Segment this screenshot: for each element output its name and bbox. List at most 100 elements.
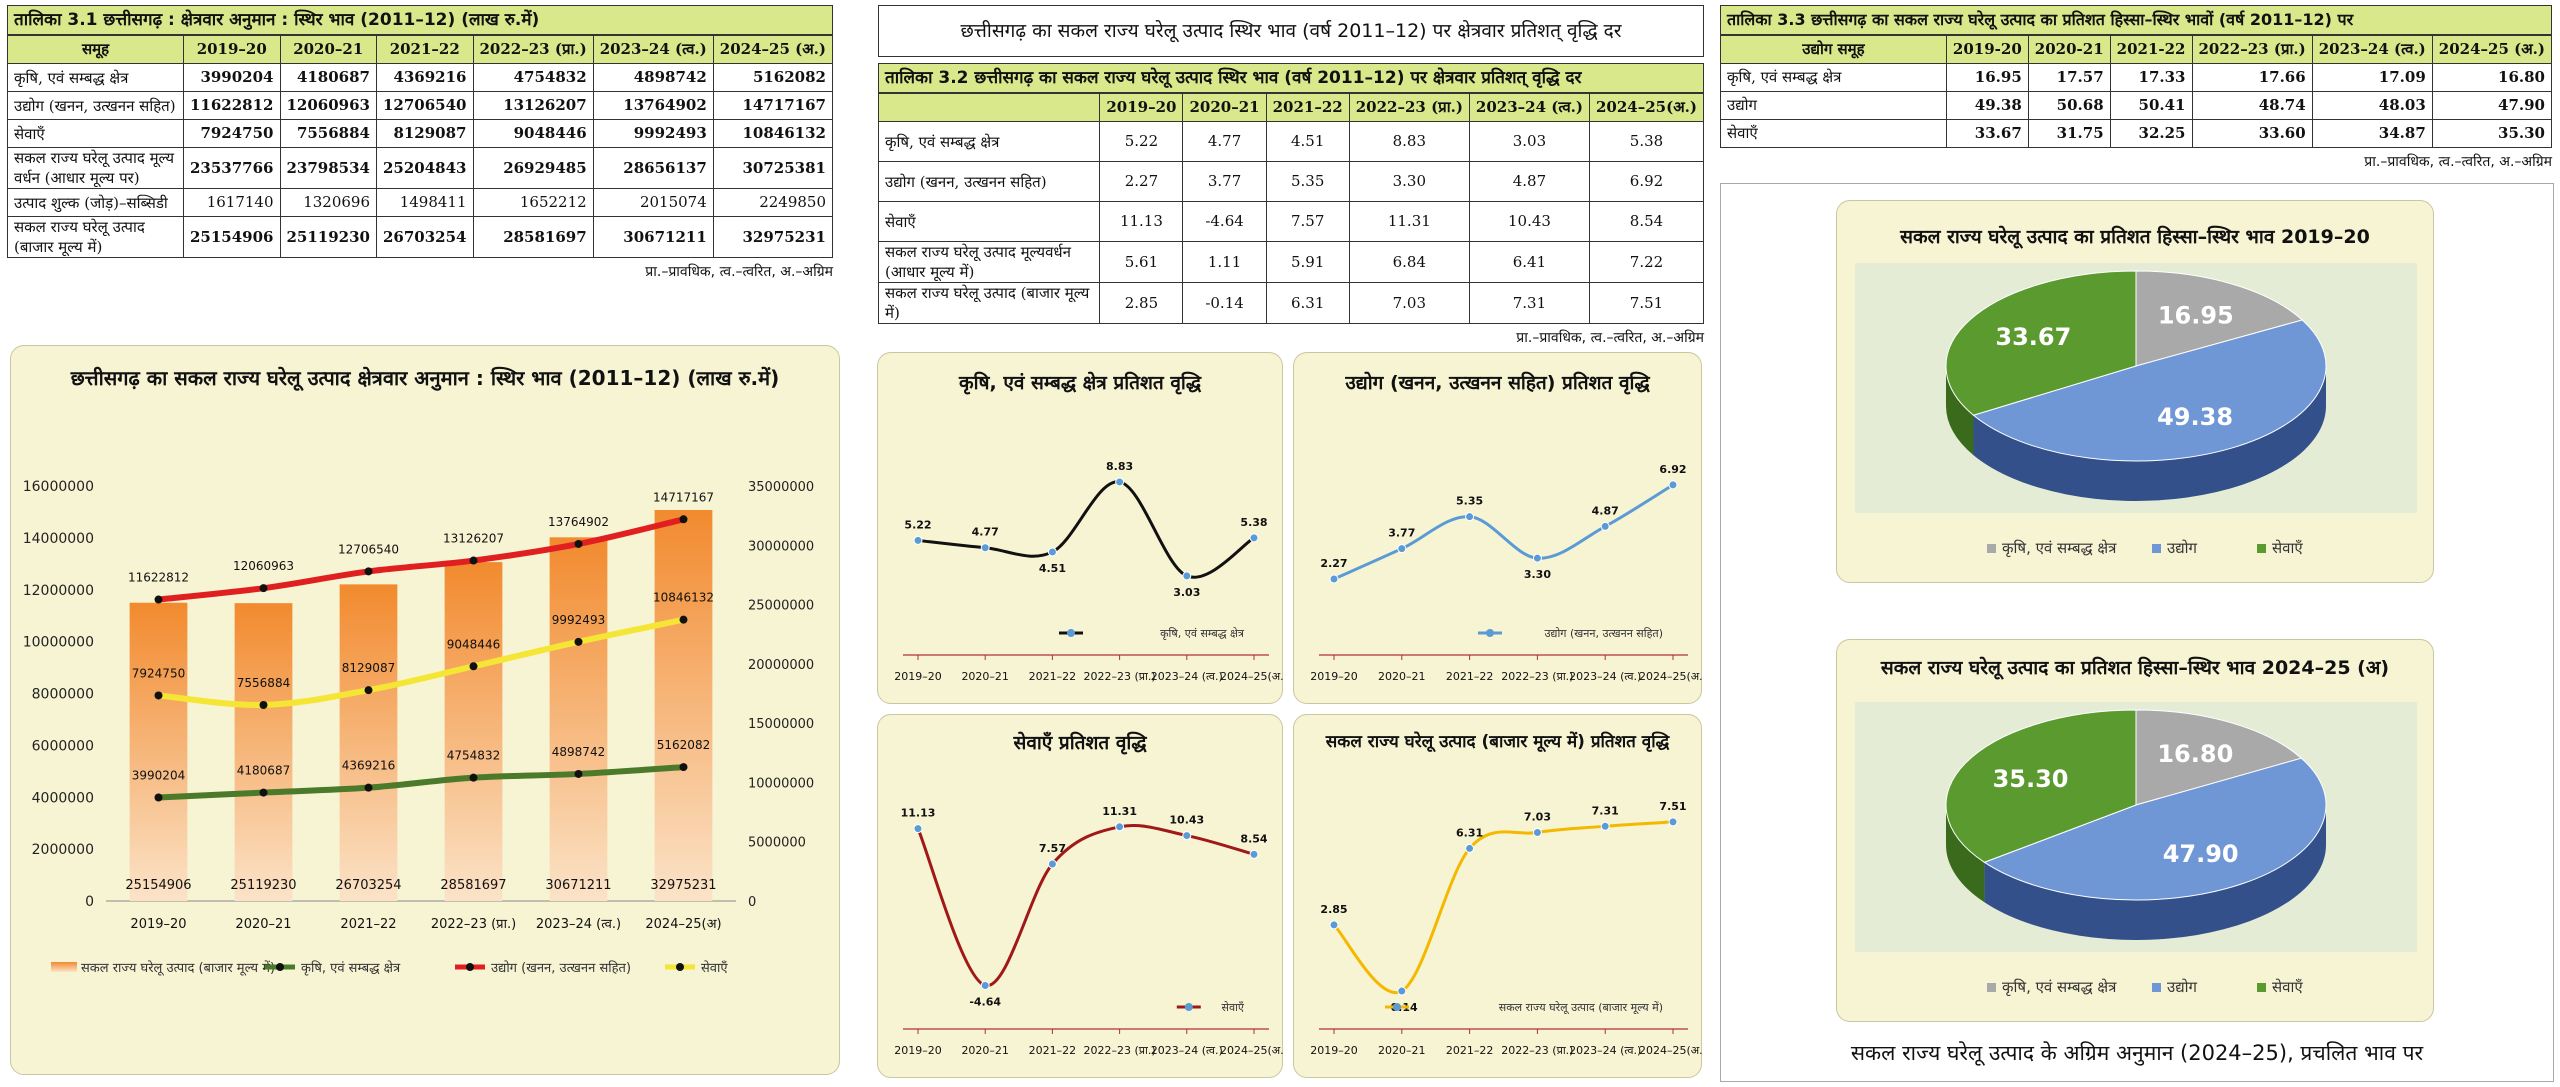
table-cell: 33.60 [2191,119,2313,148]
point-label: 5162082 [657,738,710,752]
table-3-1-title: तालिका 3.1 छत्तीसगढ़ : क्षेत्रवार अनुमान… [7,5,833,35]
bar [654,510,713,901]
bar [444,562,503,901]
combo-chart-panel: छत्तीसगढ़ का सकल राज्य घरेलू उत्पाद क्षे… [10,345,840,1075]
legend-marker [676,963,684,971]
table-cell: 6.84 [1348,241,1470,283]
table-cell: 5.38 [1589,121,1704,162]
series-point [1465,512,1475,522]
table-cell: 2015074 [592,188,714,217]
table-cell: 4.87 [1468,161,1591,202]
table-3-1-note: प्रा.–प्रावधिक, त्व.–त्वरित, अ.–अग्रिम [645,264,833,280]
table-cell: 11.13 [1099,201,1184,242]
x-tick-label: 2021–22 [1446,670,1494,683]
series-point [364,567,373,576]
table-cell: 6.92 [1589,161,1704,202]
table-3-2-block: छत्तीसगढ़ का सकल राज्य घरेलू उत्पाद स्थि… [877,5,1704,347]
x-tick-label: 2022–23 (प्रा.) [1501,670,1573,683]
series-point [1182,831,1192,841]
pie-slice-side [1984,805,2326,940]
point-label: 10846132 [653,591,714,605]
row-label: सेवाएँ [7,119,184,148]
table-cell: 28656137 [592,147,714,189]
table-cell: 11622812 [183,91,281,120]
right-axis-tick: 30000000 [748,539,814,554]
point-label: 5.22 [904,518,931,531]
table-cell: 32975231 [712,216,834,258]
left-axis-tick: 4000000 [32,790,94,806]
services-growth-title: सेवाएँ प्रतिशत वृद्धि [1013,732,1147,754]
series-point [1249,533,1259,543]
row-label: सकल राज्य घरेलू उत्पाद मूल्यवर्धन (आधार … [877,241,1101,283]
table-cell: 13126207 [472,91,594,120]
table-cell: 4.51 [1265,121,1350,162]
header-cell: समूह [7,35,184,64]
table-cell: 26929485 [472,147,594,189]
header-cell: 2021–22 [376,35,474,64]
x-tick-label: 2023–24 (त्व.) [1151,1044,1223,1057]
legend-swatch [2152,983,2161,992]
pie-section: सकल राज्य घरेलू उत्पाद का प्रतिशत हिस्सा… [1720,183,2554,1082]
x-tick-label: 2023–24 (त्व.) [1151,670,1223,683]
table-cell: 8.54 [1589,201,1704,242]
series-line [158,764,684,801]
row-label: उद्योग (खनन, उत्खनन सहित) [7,91,184,120]
series-point [1465,843,1475,853]
table-cell: 5162082 [712,63,834,92]
point-label: 12060963 [233,559,294,573]
x-tick-label: 2024–25(अ.) [1639,670,1703,683]
bar [129,602,188,901]
legend-label: उद्योग (खनन, उत्खनन सहित) [491,960,631,976]
table-cell: 5.61 [1099,241,1184,283]
table-cell: 8129087 [376,119,474,148]
series-point [1600,821,1610,831]
table-3-1: समूह 2019–20 2020–21 2021–22 2022–23 (प्रा.)… [7,35,834,258]
table-cell: 48.74 [2191,91,2313,120]
legend-marker [1393,1003,1401,1011]
point-label: 4.51 [1039,562,1066,575]
row-label: उद्योग [1720,91,1947,120]
legend-label: सकल राज्य घरेलू उत्पाद (बाजार मूल्य में) [1499,1001,1663,1015]
table-cell: 2249850 [712,188,834,217]
pie-2019-title: सकल राज्य घरेलू उत्पाद का प्रतिशत हिस्सा… [1900,226,2370,248]
x-tick-label: 2021–22 [340,917,396,932]
point-label: 4369216 [342,759,395,773]
series-point [469,662,478,671]
series-point [364,783,373,792]
table-cell: 17.09 [2311,63,2433,92]
right-axis-tick: 5000000 [748,836,806,851]
series-point [1668,817,1678,827]
point-label: 11.13 [901,807,936,820]
pie-slice [2135,270,2304,367]
legend-label: सेवाएँ [701,960,728,976]
x-tick-label: 2019–20 [1310,1044,1358,1057]
series-point [1182,571,1192,581]
series-line [917,480,1255,579]
bar-label: 30671211 [545,878,611,893]
table-cell: 50.41 [2109,91,2193,120]
series-point [1115,822,1125,832]
table-cell: 10846132 [712,119,834,148]
table-row: सकल राज्य घरेलू उत्पाद मूल्य वर्धन (आधार… [7,147,834,189]
pie-slice-side [1946,805,1985,903]
x-tick-label: 2022–23 (प्रा.) [1084,670,1156,683]
table-cell: 16.80 [2431,63,2553,92]
table-3-2: 2019–20 2020–21 2021–22 2022–23 (प्रा.) 2023… [877,93,1704,324]
point-label: 2.27 [1320,557,1347,570]
x-tick-label: 2023–24 (त्व.) [1569,1044,1641,1057]
legend-marker [1184,1003,1193,1011]
pie-slice-label: 16.80 [2157,740,2233,768]
series-point [259,700,268,709]
header-cell: 2020–21 [1182,93,1267,122]
header-row: 2019–20 2020–21 2021–22 2022–23 (प्रा.) 2023… [877,93,1704,122]
row-label: कृषि, एवं सम्बद्ध क्षेत्र [7,63,184,92]
point-label: 5.38 [1240,516,1267,529]
industry-growth-title: उद्योग (खनन, उत्खनन सहित) प्रतिशत वृद्धि [1345,372,1650,394]
table-cell: 5.35 [1265,161,1350,202]
legend-label: सेवाएँ [2272,978,2303,996]
point-label: 7.57 [1039,842,1066,855]
pie-slice [1945,709,2137,863]
table-cell: 48.03 [2311,91,2433,120]
x-tick-label: 2023–24 (त्व.) [1569,670,1641,683]
series-point [259,788,268,797]
